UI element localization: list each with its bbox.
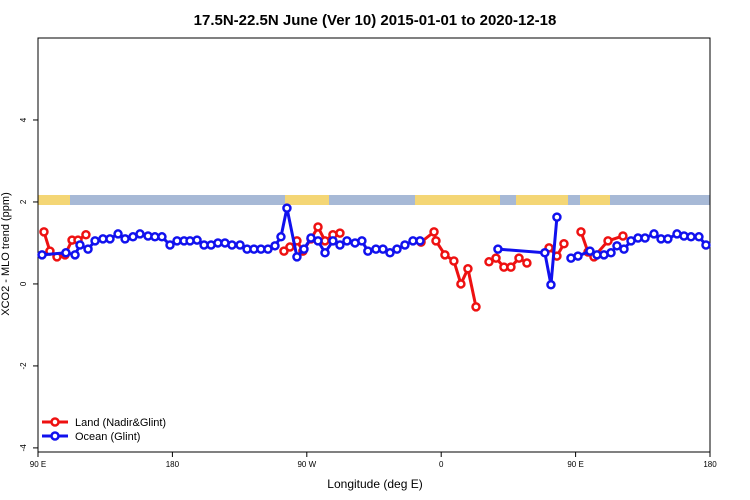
data-point — [313, 236, 323, 246]
data-point — [378, 244, 388, 254]
data-point — [81, 230, 91, 240]
data-point — [235, 240, 245, 250]
data-point — [573, 251, 583, 261]
data-point — [514, 253, 524, 263]
y-tick-label: -2 — [19, 362, 28, 370]
data-point — [270, 241, 280, 251]
data-point — [694, 232, 704, 242]
y-tick-label: 2 — [19, 199, 28, 204]
data-point — [313, 222, 323, 232]
data-point — [606, 248, 616, 258]
data-point — [506, 262, 516, 272]
data-point — [165, 240, 175, 250]
data-point — [463, 264, 473, 274]
data-point — [276, 232, 286, 242]
data-point — [431, 236, 441, 246]
data-point — [279, 246, 289, 256]
land-ocean-mask — [38, 195, 710, 205]
data-point — [192, 235, 202, 245]
data-point — [61, 248, 71, 258]
data-point — [83, 244, 93, 254]
data-point — [392, 244, 402, 254]
data-point — [263, 244, 273, 254]
data-point — [429, 227, 439, 237]
x-axis-label: Longitude (deg E) — [327, 477, 422, 491]
data-point — [363, 246, 373, 256]
data-point — [522, 258, 532, 268]
data-point — [559, 239, 569, 249]
y-axis-label: XCO2 - MLO trend (ppm) — [0, 192, 12, 315]
data-point — [227, 240, 237, 250]
data-point — [603, 236, 613, 246]
legend-marker — [50, 431, 60, 441]
chart-title: 17.5N-22.5N June (Ver 10) 2015-01-01 to … — [194, 12, 557, 29]
data-point — [385, 248, 395, 258]
data-point — [320, 248, 330, 258]
data-point — [135, 229, 145, 239]
data-point — [546, 280, 556, 290]
data-point — [335, 240, 345, 250]
data-point — [342, 236, 352, 246]
data-point — [663, 234, 673, 244]
y-tick-label: 0 — [19, 281, 28, 286]
data-point — [701, 240, 711, 250]
data-point — [90, 236, 100, 246]
data-point — [449, 256, 459, 266]
data-point — [471, 302, 481, 312]
legend-label: Ocean (Glint) — [75, 431, 140, 443]
data-point — [113, 229, 123, 239]
data-point — [70, 250, 80, 260]
y-tick-label: 4 — [19, 117, 28, 122]
data-point — [400, 240, 410, 250]
data-point — [285, 242, 295, 252]
data-point — [120, 234, 130, 244]
data-point — [75, 240, 85, 250]
data-point — [328, 236, 338, 246]
data-point — [585, 246, 595, 256]
data-point — [299, 244, 309, 254]
legend-marker — [50, 417, 60, 427]
data-point — [649, 229, 659, 239]
y-tick-label: -4 — [19, 444, 28, 452]
x-tick-label: 180 — [703, 460, 717, 469]
x-tick-label: 0 — [439, 460, 444, 469]
data-point — [37, 250, 47, 260]
data-point — [686, 232, 696, 242]
data-point — [157, 232, 167, 242]
data-point — [491, 253, 501, 263]
data-point — [618, 231, 628, 241]
x-tick-label: 90 E — [567, 460, 583, 469]
data-point — [357, 236, 367, 246]
data-point — [612, 241, 622, 251]
x-tick-label: 180 — [166, 460, 180, 469]
legend-label: Land (Nadir&Glint) — [75, 417, 166, 429]
data-point — [282, 203, 292, 213]
data-point — [39, 227, 49, 237]
data-point — [493, 244, 503, 254]
x-tick-label: 90 W — [297, 460, 316, 469]
data-point — [540, 248, 550, 258]
data-point — [640, 233, 650, 243]
x-tick-label: 90 E — [30, 460, 46, 469]
data-point — [440, 250, 450, 260]
data-point — [619, 244, 629, 254]
data-point — [292, 252, 302, 262]
data-point — [484, 257, 494, 267]
data-point — [415, 236, 425, 246]
data-point — [576, 227, 586, 237]
data-point — [105, 234, 115, 244]
data-point — [456, 279, 466, 289]
data-point — [552, 212, 562, 222]
data-point — [335, 228, 345, 238]
